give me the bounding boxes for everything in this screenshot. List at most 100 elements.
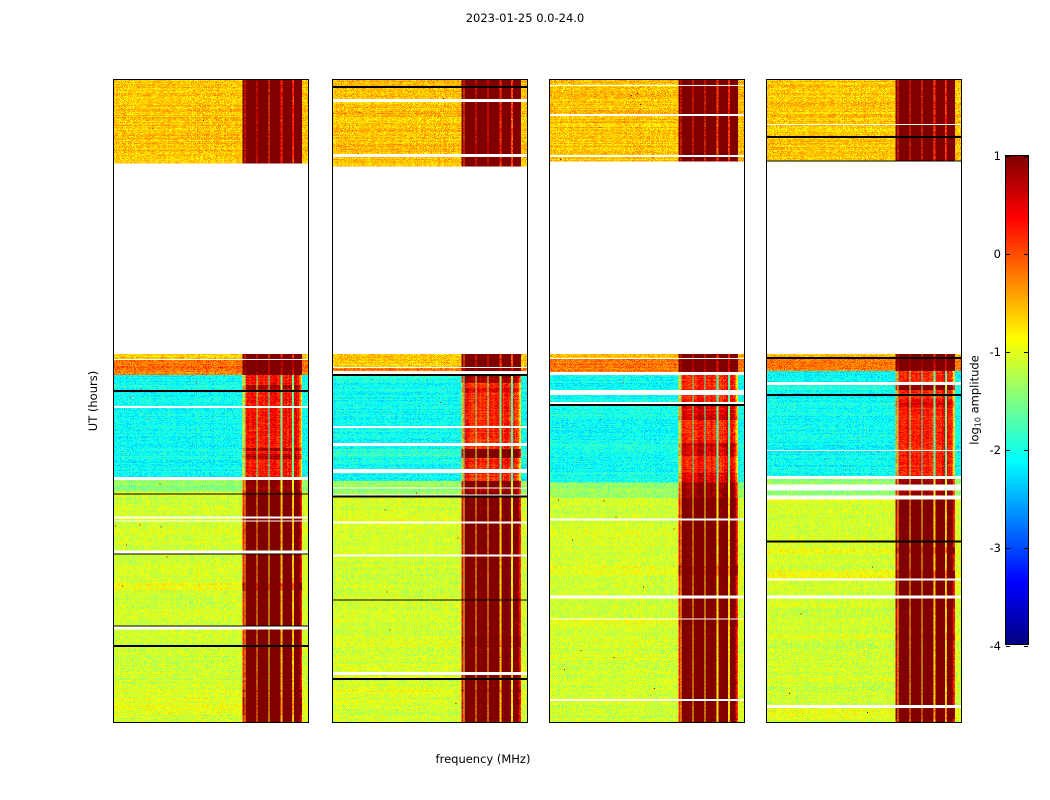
heatmap-xy: [550, 80, 744, 722]
y-tick-mark: [961, 455, 962, 456]
x-tick-mark: [429, 79, 430, 80]
colorbar-tick-mark: [1006, 352, 1010, 353]
y-tick-mark: [308, 187, 309, 188]
y-tick-mark: [527, 722, 528, 723]
colorbar-tick-mark: [1006, 450, 1010, 451]
y-tick-mark: [744, 321, 745, 322]
panel-xy[interactable]: XY, V3*V6=EA06*EA19 05101520320335350365…: [549, 79, 745, 723]
y-tick-mark: [744, 722, 745, 723]
x-tick-mark: [429, 722, 430, 723]
x-tick-mark: [646, 79, 647, 80]
y-tick-mark: [113, 187, 114, 188]
colorbar-tick-mark: [1006, 646, 1010, 647]
colorbar-label: log10 amplitude: [968, 355, 983, 445]
x-tick-mark: [601, 79, 602, 80]
x-tick-mark: [773, 79, 774, 80]
x-tick-mark: [863, 79, 864, 80]
y-tick-mark: [332, 321, 333, 322]
y-tick-mark: [961, 321, 962, 322]
x-tick-mark: [952, 79, 953, 80]
x-tick-mark: [773, 722, 774, 723]
y-tick-mark: [961, 722, 962, 723]
x-tick-mark: [254, 79, 255, 80]
y-tick-mark: [766, 321, 767, 322]
y-tick-mark: [308, 588, 309, 589]
colorbar-tick-label: -4: [989, 639, 1001, 653]
x-tick-mark: [818, 722, 819, 723]
y-tick-mark: [549, 588, 550, 589]
colorbar-tick-label: -1: [989, 345, 1001, 359]
x-axis-label: frequency (MHz): [435, 752, 531, 766]
colorbar-tick-mark: [1024, 646, 1028, 647]
colorbar-tick-mark: [1006, 254, 1010, 255]
figure-suptitle: 2023-01-25 0.0-24.0: [465, 11, 585, 25]
y-tick-mark: [332, 455, 333, 456]
panel-yy[interactable]: YY, V3*V6=EA06*EA19 05101520320335350365…: [332, 79, 528, 723]
x-tick-mark: [601, 722, 602, 723]
x-tick-mark: [863, 722, 864, 723]
colorbar-label-subscript: 10: [973, 417, 983, 428]
x-tick-mark: [299, 722, 300, 723]
y-tick-mark: [549, 722, 550, 723]
x-tick-mark: [254, 722, 255, 723]
colorbar-tick-label: -2: [989, 443, 1001, 457]
x-tick-mark: [165, 722, 166, 723]
x-tick-mark: [735, 722, 736, 723]
y-tick-mark: [744, 588, 745, 589]
x-tick-mark: [518, 722, 519, 723]
x-tick-mark: [384, 79, 385, 80]
colorbar-tick-mark: [1024, 548, 1028, 549]
x-tick-mark: [646, 722, 647, 723]
y-tick-mark: [744, 187, 745, 188]
y-tick-mark: [961, 588, 962, 589]
y-tick-mark: [549, 187, 550, 188]
x-tick-mark: [907, 722, 908, 723]
x-tick-mark: [473, 79, 474, 80]
panel-xx[interactable]: XX, V3*V6=EA06*EA19 05101520320335350365…: [113, 79, 309, 723]
heatmap-xx: [114, 80, 308, 722]
colorbar-tick-mark: [1024, 450, 1028, 451]
x-tick-mark: [952, 722, 953, 723]
x-tick-mark: [690, 79, 691, 80]
y-tick-mark: [332, 187, 333, 188]
y-tick-mark: [766, 187, 767, 188]
colorbar-label-prefix: log: [967, 427, 982, 445]
y-tick-mark: [961, 187, 962, 188]
y-tick-mark: [308, 722, 309, 723]
y-tick-mark: [527, 321, 528, 322]
x-tick-mark: [556, 722, 557, 723]
y-tick-mark: [113, 455, 114, 456]
x-tick-mark: [339, 722, 340, 723]
x-tick-mark: [210, 79, 211, 80]
x-tick-mark: [518, 79, 519, 80]
y-tick-mark: [113, 321, 114, 322]
y-tick-mark: [549, 321, 550, 322]
colorbar-tick-label: -3: [989, 541, 1001, 555]
heatmap-yy: [333, 80, 527, 722]
y-tick-mark: [332, 588, 333, 589]
y-tick-mark: [527, 455, 528, 456]
colorbar-tick-mark: [1024, 156, 1028, 157]
colorbar-label-suffix: amplitude: [967, 355, 982, 418]
x-tick-mark: [165, 79, 166, 80]
x-tick-mark: [556, 79, 557, 80]
y-tick-mark: [113, 588, 114, 589]
panel-yx[interactable]: YX, V3*V6=EA06*EA19 05101520320335350365…: [766, 79, 962, 723]
x-tick-mark: [210, 722, 211, 723]
y-tick-mark: [308, 455, 309, 456]
heatmap-yx: [767, 80, 961, 722]
y-tick-mark: [332, 722, 333, 723]
x-tick-mark: [690, 722, 691, 723]
y-tick-mark: [308, 321, 309, 322]
x-tick-mark: [120, 79, 121, 80]
y-tick-mark: [766, 455, 767, 456]
colorbar-tick-mark: [1024, 352, 1028, 353]
x-tick-mark: [907, 79, 908, 80]
y-tick-mark: [113, 722, 114, 723]
y-tick-mark: [527, 187, 528, 188]
x-tick-mark: [384, 722, 385, 723]
x-tick-mark: [339, 79, 340, 80]
y-tick-mark: [766, 588, 767, 589]
x-tick-mark: [120, 722, 121, 723]
